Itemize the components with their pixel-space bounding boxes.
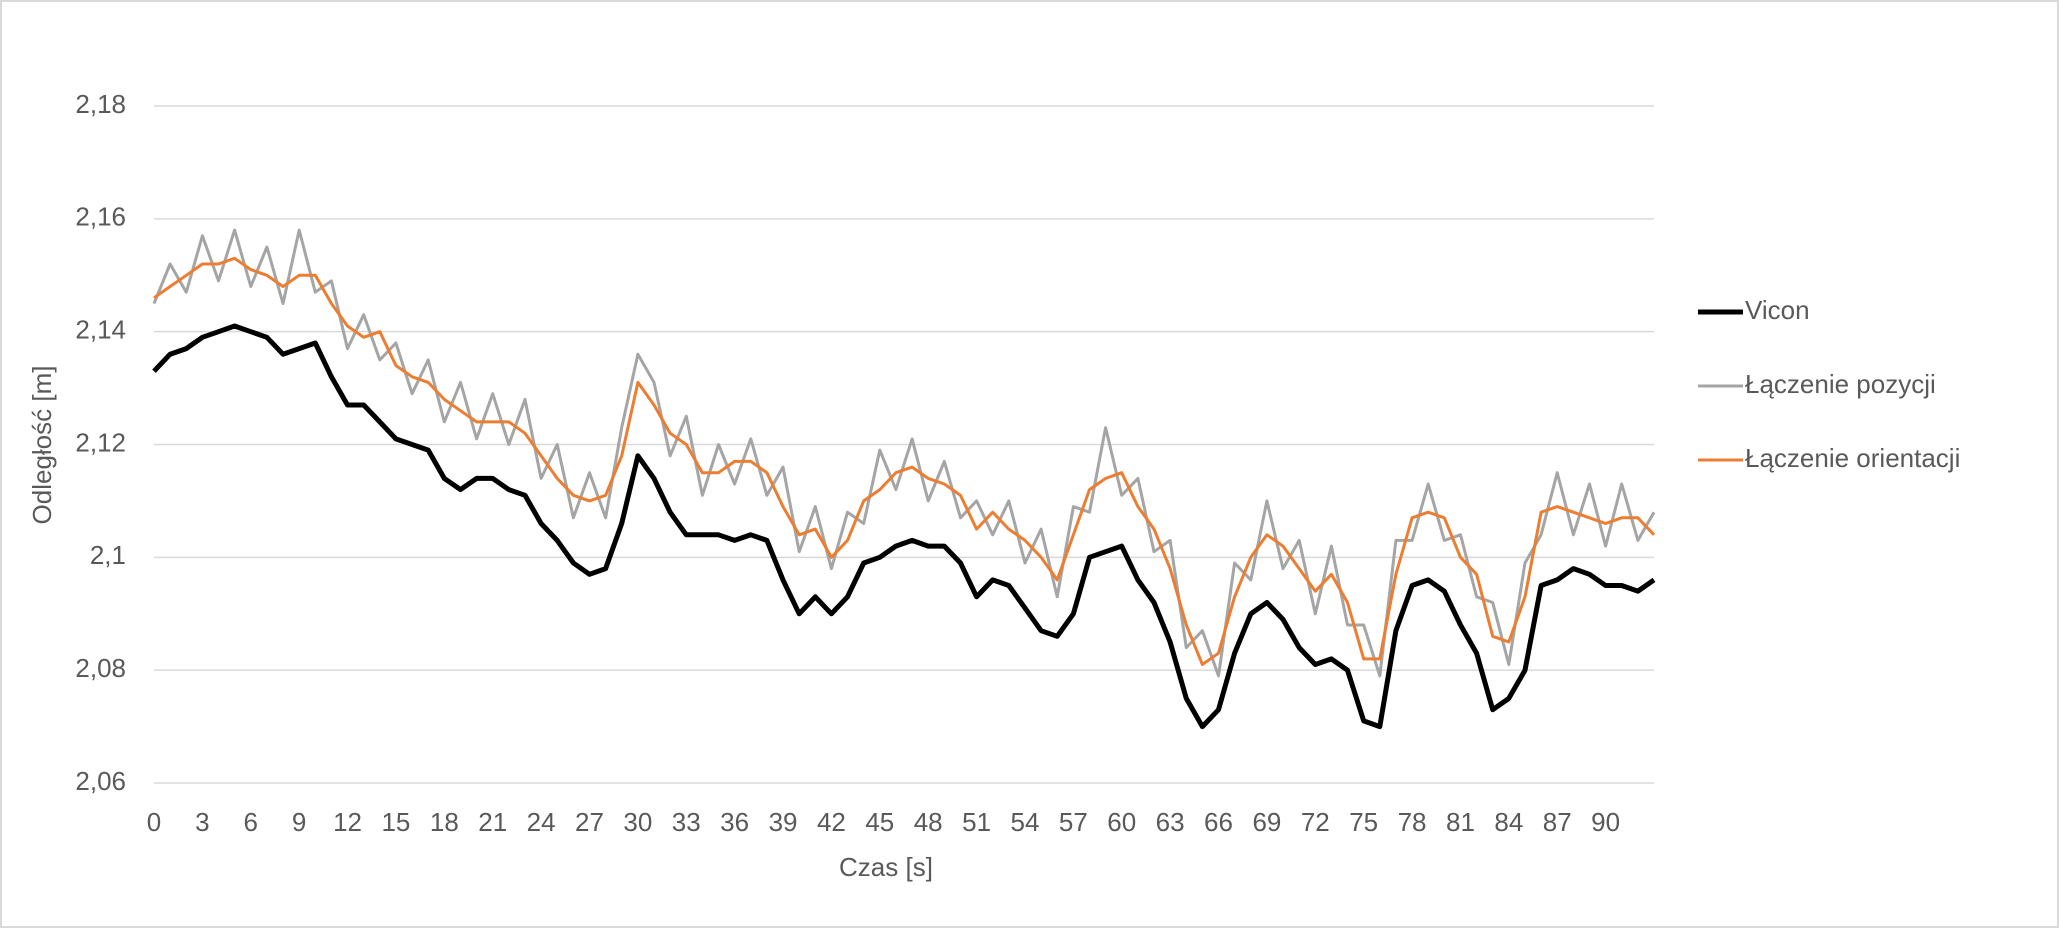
- x-tick-label: 15: [381, 807, 410, 837]
- y-tick-label: 2,06: [75, 766, 126, 796]
- y-tick-label: 2,08: [75, 653, 126, 683]
- y-tick-label: 2,18: [75, 89, 126, 119]
- x-tick-label: 6: [244, 807, 258, 837]
- x-tick-label: 72: [1301, 807, 1330, 837]
- x-tick-label: 54: [1011, 807, 1040, 837]
- x-tick-label: 75: [1349, 807, 1378, 837]
- x-tick-label: 57: [1059, 807, 1088, 837]
- y-tick-label: 2,14: [75, 315, 126, 345]
- series-line: [153, 256, 1656, 666]
- x-tick-label: 36: [720, 807, 749, 837]
- x-tick-label: 0: [147, 807, 161, 837]
- x-tick-label: 27: [575, 807, 604, 837]
- x-tick-label: 90: [1591, 807, 1620, 837]
- x-tick-label: 84: [1494, 807, 1523, 837]
- x-tick-label: 18: [430, 807, 459, 837]
- x-tick-label: 12: [333, 807, 362, 837]
- x-tick-label: 51: [962, 807, 991, 837]
- x-tick-label: 42: [817, 807, 846, 837]
- y-tick-label: 2,12: [75, 427, 126, 457]
- legend-label: Łączenie orientacji: [1745, 443, 1960, 473]
- x-tick-label: 45: [865, 807, 894, 837]
- x-tick-label: 81: [1446, 807, 1475, 837]
- x-tick-label: 21: [478, 807, 507, 837]
- x-tick-label: 78: [1398, 807, 1427, 837]
- x-tick-label: 33: [672, 807, 701, 837]
- legend-label: Vicon: [1745, 295, 1810, 325]
- x-tick-label: 63: [1156, 807, 1185, 837]
- x-tick-label: 48: [914, 807, 943, 837]
- x-tick-label: 30: [623, 807, 652, 837]
- y-axis-title: Odległość [m]: [27, 366, 57, 525]
- x-tick-label: 24: [527, 807, 556, 837]
- x-tick-label: 66: [1204, 807, 1233, 837]
- legend-label: Łączenie pozycji: [1745, 369, 1936, 399]
- x-tick-label: 9: [292, 807, 306, 837]
- x-tick-label: 3: [195, 807, 209, 837]
- y-tick-label: 2,16: [75, 202, 126, 232]
- x-tick-label: 39: [769, 807, 798, 837]
- x-axis-title: Czas [s]: [839, 852, 933, 882]
- x-tick-label: 87: [1543, 807, 1572, 837]
- series-line: [152, 228, 1656, 678]
- y-tick-label: 2,1: [90, 540, 126, 570]
- series-line: [152, 323, 1656, 730]
- x-tick-label: 69: [1252, 807, 1281, 837]
- x-tick-label: 60: [1107, 807, 1136, 837]
